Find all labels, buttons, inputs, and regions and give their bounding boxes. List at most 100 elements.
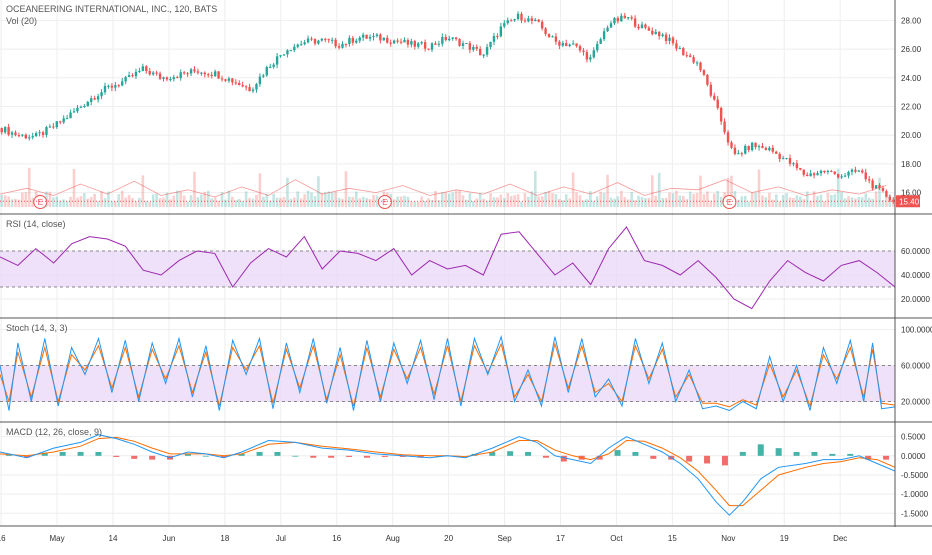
candle-body — [62, 118, 65, 123]
volume-bar — [203, 191, 207, 207]
volume-bar — [805, 191, 809, 207]
candle-body — [874, 185, 878, 189]
candle-body — [534, 19, 537, 21]
volume-bar — [788, 197, 792, 207]
candle-body — [165, 77, 169, 80]
stoch-title: Stoch (14, 3, 3) — [6, 323, 68, 333]
candle-body — [551, 36, 554, 38]
volume-bar — [778, 201, 781, 207]
candle-body — [172, 77, 176, 80]
candle-body — [647, 27, 651, 31]
volume-bar — [107, 191, 110, 207]
candle-body — [90, 98, 93, 102]
macd-histogram-bar — [256, 451, 263, 456]
macd-histogram-bar — [113, 455, 120, 457]
volume-bar — [65, 200, 69, 207]
macd-histogram-bar — [184, 453, 191, 456]
volume-bar — [138, 197, 141, 207]
volume-bar — [520, 201, 523, 207]
candle-body — [103, 85, 107, 93]
x-tick-label: Jul — [276, 534, 286, 543]
volume-bar — [76, 197, 79, 207]
volume-bar — [234, 200, 238, 207]
volume-bar — [465, 199, 468, 207]
candle-body — [585, 52, 589, 60]
macd-histogram-bar — [507, 451, 514, 456]
candle-body — [114, 85, 117, 88]
candle-body — [262, 75, 265, 77]
candle-body — [867, 179, 871, 181]
candle-body — [547, 33, 551, 38]
volume-bar — [554, 193, 558, 207]
macd-histogram-bar — [883, 455, 890, 460]
candle-body — [730, 142, 733, 148]
volume-bar — [151, 194, 155, 207]
volume-bar — [248, 197, 251, 207]
volume-bar — [492, 197, 496, 207]
candle-body — [434, 43, 437, 45]
candle-body — [413, 41, 416, 47]
candle-body — [558, 41, 561, 46]
volume-bar — [871, 198, 874, 207]
candle-body — [623, 15, 626, 19]
volume-bar — [771, 199, 775, 207]
candle-body — [441, 36, 444, 44]
candle-body — [599, 39, 602, 44]
volume-bar — [172, 195, 176, 207]
candle-body — [151, 72, 155, 75]
candle-body — [217, 71, 220, 79]
macd-histogram-bar — [23, 455, 30, 458]
volume-bar — [217, 200, 220, 207]
x-tick-label: Aug — [386, 534, 400, 543]
macd-histogram-bar — [739, 451, 746, 456]
candle-body — [306, 38, 310, 43]
macd-histogram-bar — [829, 453, 836, 456]
earnings-marker[interactable] — [33, 195, 48, 209]
volume-bar — [282, 196, 286, 207]
volume-bar — [864, 193, 868, 207]
earnings-marker[interactable] — [722, 195, 737, 209]
y-tick-label: 20.0000 — [901, 398, 930, 407]
volume-bar — [420, 196, 423, 207]
macd-histogram-bar — [489, 451, 496, 456]
candle-body — [200, 72, 203, 74]
candle-body — [592, 50, 595, 58]
candle-body — [716, 99, 719, 108]
volume-bar — [327, 191, 331, 207]
volume-bar — [124, 197, 127, 207]
candle-body — [527, 18, 530, 22]
candle-body — [258, 76, 262, 84]
volume-bar — [262, 196, 265, 207]
y-tick-label: 100.0000 — [901, 326, 932, 335]
volume-bar — [726, 177, 730, 207]
y-tick-label: 40.0000 — [901, 271, 930, 280]
candle-body — [837, 173, 840, 178]
volume-bar — [647, 197, 651, 207]
earnings-marker-label: E — [727, 198, 732, 207]
candle-body — [565, 43, 568, 47]
volume-bar — [103, 198, 107, 207]
volume-bar — [334, 191, 337, 207]
macd-histogram-bar — [77, 451, 84, 456]
candle-body — [571, 43, 575, 45]
candle-body — [313, 39, 317, 44]
volume-bar — [533, 171, 537, 207]
candle-body — [699, 62, 702, 71]
earnings-marker[interactable] — [377, 195, 392, 209]
candle-body — [719, 107, 723, 122]
candle-body — [131, 75, 134, 77]
candle-body — [14, 132, 17, 136]
candle-body — [182, 72, 186, 74]
volume-bar — [774, 194, 778, 207]
candle-body — [76, 107, 79, 112]
candle-body — [337, 46, 341, 48]
volume-bar — [7, 196, 10, 207]
candle-body — [392, 40, 396, 44]
volume-bar — [661, 197, 664, 207]
candle-body — [382, 37, 386, 41]
candle-body — [892, 200, 895, 202]
candle-body — [351, 37, 355, 43]
volume-bar — [792, 197, 795, 207]
candle-body — [630, 17, 633, 19]
